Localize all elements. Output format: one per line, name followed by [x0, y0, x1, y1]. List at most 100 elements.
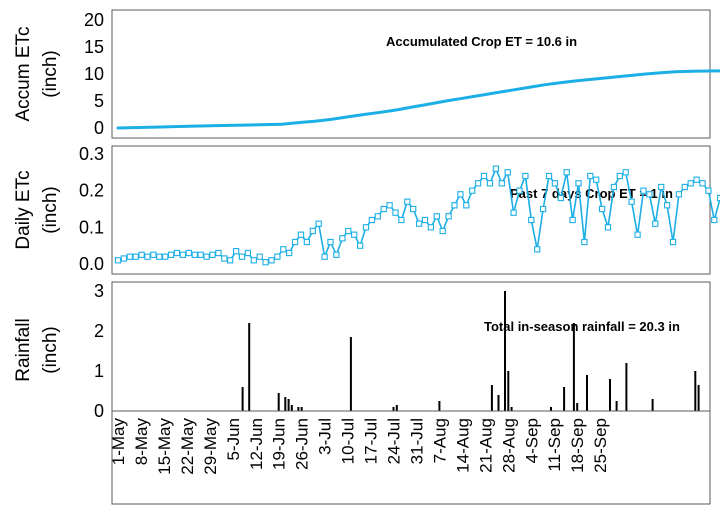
daily-etc-marker	[604, 224, 612, 231]
x-tick-label: 1-May	[109, 418, 128, 466]
daily-etc-marker	[616, 172, 623, 180]
daily-etc-marker	[179, 251, 187, 258]
daily-etc-marker	[693, 176, 700, 183]
rainfall-bar	[490, 385, 493, 411]
rainfall-bar	[438, 401, 441, 411]
daily-etc-marker	[711, 216, 718, 224]
daily-etc-marker	[622, 169, 629, 176]
rainfall-bar	[497, 395, 500, 411]
y-tick-label: 10	[84, 64, 104, 84]
daily-etc-marker	[262, 259, 269, 266]
daily-etc-marker	[209, 251, 216, 258]
daily-etc-marker	[351, 231, 358, 238]
daily-etc-marker	[663, 202, 671, 209]
daily-etc-marker	[404, 198, 411, 205]
daily-etc-marker	[232, 248, 240, 255]
daily-etc-marker	[297, 231, 305, 238]
rainfall-bar	[392, 407, 395, 411]
daily-etc-marker	[474, 180, 482, 187]
daily-etc-marker	[321, 253, 328, 260]
rainfall-bar	[284, 397, 287, 411]
y-tick-label: 20	[84, 10, 104, 30]
daily-etc-marker	[368, 216, 376, 224]
rainfall-bar	[395, 405, 398, 411]
date-x-axis: 1-May 8-May 15-May 22-May 29-May 5-Jun 12-Jun 1…	[109, 418, 610, 475]
daily-etc-marker	[640, 187, 647, 194]
daily-etc-marker	[598, 205, 606, 213]
daily-etc-marker	[628, 198, 635, 205]
daily-etc-marker	[132, 253, 139, 260]
y-tick-label: 3	[94, 281, 104, 301]
accum-etc-yticks: 0 5 10 15 20	[84, 10, 104, 138]
daily-etc-marker	[587, 172, 594, 180]
x-tick-label: 11-Sep	[545, 418, 564, 472]
daily-etc-annotation: Past 7 days Crop ET = 1 in	[510, 186, 673, 201]
daily-etc-marker	[227, 257, 234, 264]
daily-etc-yticks: 0.0 0.1 0.2 0.3	[79, 144, 104, 274]
x-tick-label: 5-Jun	[224, 418, 243, 461]
rainfall-bar	[290, 405, 293, 411]
daily-etc-marker	[291, 238, 299, 246]
rainfall-bar	[572, 323, 575, 411]
rainfall-bar	[586, 375, 588, 411]
daily-etc-marker	[173, 249, 181, 257]
daily-etc-marker	[522, 172, 529, 180]
rainfall-bar	[507, 371, 510, 411]
daily-etc-marker	[309, 227, 316, 235]
y-tick-label: 0.0	[79, 254, 104, 274]
daily-etc-marker	[681, 183, 688, 191]
rainfall-bar	[277, 393, 280, 411]
daily-etc-marker	[534, 246, 541, 253]
x-tick-label: 19-Jun	[270, 418, 289, 470]
daily-etc-marker	[138, 251, 145, 258]
x-tick-label: 14-Aug	[453, 418, 472, 473]
daily-etc-marker	[498, 180, 505, 187]
rainfall-bar	[609, 379, 611, 411]
rainfall-ylabel-line2: (inch)	[40, 326, 61, 374]
daily-etc-marker	[156, 253, 163, 260]
daily-etc-marker	[415, 220, 423, 227]
daily-etc-marker	[162, 253, 169, 260]
daily-etc-marker	[274, 253, 281, 260]
daily-etc-marker	[327, 238, 334, 246]
x-tick-label: 18-Sep	[568, 418, 587, 473]
rainfall-bar	[248, 323, 251, 411]
daily-etc-marker	[268, 257, 275, 264]
x-tick-label: 22-May	[178, 418, 197, 475]
daily-etc-marker	[658, 183, 665, 191]
daily-etc-ylabel-line1: Daily ETc	[13, 170, 34, 249]
x-tick-label: 21-Aug	[476, 418, 495, 473]
daily-etc-marker	[539, 205, 547, 213]
accum-etc-annotation: Accumulated Crop ET = 10.6 in	[386, 34, 577, 49]
daily-etc-marker	[398, 216, 405, 224]
rainfall-bar	[651, 399, 654, 411]
daily-etc-marker	[575, 180, 582, 187]
daily-etc-marker	[280, 246, 287, 253]
x-tick-label: 24-Jul	[385, 418, 404, 464]
rainfall-bar	[504, 291, 506, 411]
daily-etc-marker	[197, 251, 204, 258]
rainfall-bar	[694, 371, 697, 411]
daily-etc-marker	[380, 205, 387, 213]
daily-etc-marker	[386, 202, 393, 209]
y-tick-label: 0.3	[79, 144, 104, 164]
daily-etc-marker	[191, 251, 198, 258]
x-tick-label: 10-Jul	[339, 418, 358, 464]
daily-etc-marker	[557, 194, 564, 202]
y-tick-label: 15	[84, 37, 104, 57]
x-tick-label: 31-Jul	[408, 418, 427, 464]
y-tick-label: 1	[94, 361, 104, 381]
y-tick-label: 0	[94, 401, 104, 421]
daily-etc-panel: Past 7 days Crop ET = 1 in Daily ETc (in…	[13, 144, 720, 275]
daily-etc-marker	[421, 216, 429, 224]
daily-etc-marker	[463, 202, 470, 209]
daily-etc-marker	[528, 216, 535, 224]
daily-etc-marker	[356, 242, 364, 249]
rainfall-yticks: 0 1 2 3	[94, 281, 104, 421]
daily-etc-marker	[339, 235, 346, 242]
x-tick-label: 12-Jun	[247, 418, 266, 470]
daily-etc-marker	[120, 255, 128, 262]
daily-etc-marker	[303, 238, 311, 246]
daily-etc-marker	[433, 213, 440, 220]
daily-etc-marker	[634, 231, 641, 238]
